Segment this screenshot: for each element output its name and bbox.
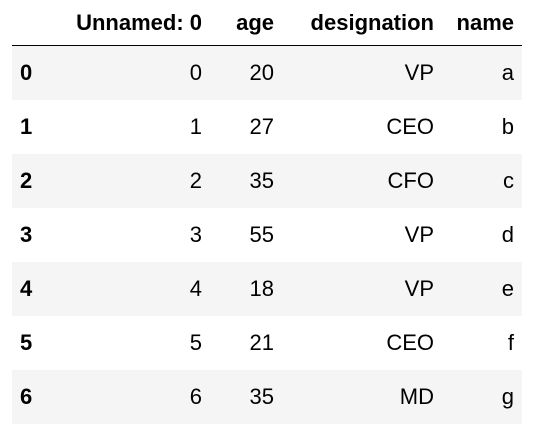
row-index: 4	[20, 275, 33, 301]
cell-designation: MD	[399, 383, 434, 409]
cell-unnamed: 3	[189, 221, 202, 247]
row-index: 6	[20, 383, 33, 409]
table-row: 5 5 21 CEO f	[12, 315, 522, 370]
cell-age: 55	[249, 221, 274, 247]
index-header	[12, 0, 48, 46]
cell-age: 18	[249, 275, 274, 301]
cell-name: a	[501, 59, 514, 85]
row-index: 0	[20, 59, 33, 85]
dataframe-table: Unnamed: 0 age designation name 0 0 20 V…	[12, 0, 522, 424]
cell-unnamed: 1	[189, 113, 202, 139]
cell-designation: CEO	[386, 329, 434, 355]
cell-designation: CFO	[387, 167, 434, 193]
cell-name: g	[501, 383, 514, 409]
row-index: 1	[20, 113, 33, 139]
cell-unnamed: 0	[189, 59, 202, 85]
row-index: 2	[20, 167, 33, 193]
column-header-designation: designation	[282, 0, 442, 46]
table-row: 1 1 27 CEO b	[12, 99, 522, 154]
table-row: 2 2 35 CFO c	[12, 153, 522, 208]
cell-name: d	[501, 221, 514, 247]
cell-name: e	[501, 275, 514, 301]
cell-age: 35	[249, 383, 274, 409]
row-index: 3	[20, 221, 33, 247]
column-header-age: age	[210, 0, 282, 46]
column-header-unnamed: Unnamed: 0	[48, 0, 210, 46]
cell-name: b	[501, 113, 514, 139]
cell-age: 35	[249, 167, 274, 193]
cell-name: f	[507, 329, 514, 355]
cell-unnamed: 6	[189, 383, 202, 409]
column-header-name: name	[442, 0, 522, 46]
cell-unnamed: 5	[189, 329, 202, 355]
cell-designation: VP	[404, 275, 434, 301]
table-row: 6 6 35 MD g	[12, 369, 522, 424]
cell-name: c	[503, 167, 514, 193]
table-row: 3 3 55 VP d	[12, 207, 522, 262]
cell-age: 20	[249, 59, 274, 85]
cell-age: 27	[249, 113, 274, 139]
cell-unnamed: 2	[189, 167, 202, 193]
cell-unnamed: 4	[189, 275, 202, 301]
cell-age: 21	[249, 329, 274, 355]
row-index: 5	[20, 329, 33, 355]
header-row: Unnamed: 0 age designation name	[12, 0, 522, 46]
table-row: 0 0 20 VP a	[12, 45, 522, 100]
table-row: 4 4 18 VP e	[12, 261, 522, 316]
cell-designation: CEO	[386, 113, 434, 139]
cell-designation: VP	[404, 221, 434, 247]
cell-designation: VP	[404, 59, 434, 85]
